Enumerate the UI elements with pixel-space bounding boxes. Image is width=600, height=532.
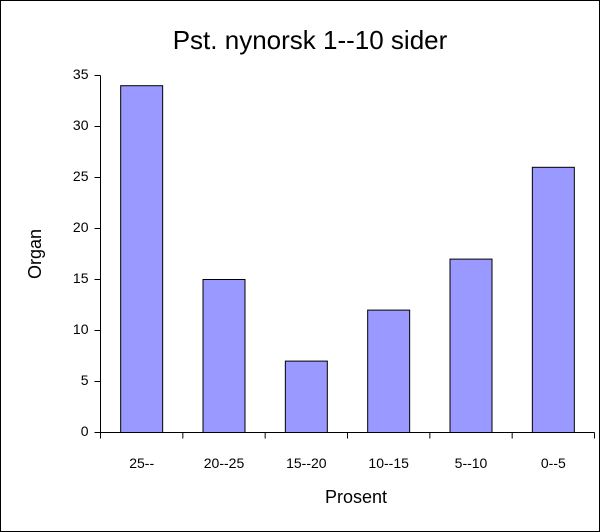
y-tick-label: 15 <box>73 270 89 286</box>
x-tick-label: 10--15 <box>368 455 409 471</box>
x-tick-label: 5--10 <box>455 455 488 471</box>
x-tick-label: 15--20 <box>286 455 327 471</box>
bar <box>531 166 575 434</box>
y-tick-label: 35 <box>73 66 89 82</box>
bar <box>367 309 411 434</box>
y-tick-label: 0 <box>81 423 89 439</box>
x-axis-label: Prosent <box>325 487 387 507</box>
y-tick-label: 25 <box>73 168 89 184</box>
bar <box>449 258 493 433</box>
x-tick-label: 20--25 <box>204 455 245 471</box>
bar <box>120 85 164 433</box>
bar <box>284 360 328 434</box>
bar <box>202 279 246 433</box>
x-tick-label: 0--5 <box>541 455 566 471</box>
y-tick-label: 10 <box>73 321 89 337</box>
x-tick-label: 25-- <box>129 455 154 471</box>
y-tick-label: 5 <box>81 372 89 388</box>
chart-title: Pst. nynorsk 1--10 sider <box>173 25 448 55</box>
y-axis-label: Organ <box>25 229 45 279</box>
y-tick-label: 30 <box>73 117 89 133</box>
y-tick-label: 20 <box>73 219 89 235</box>
